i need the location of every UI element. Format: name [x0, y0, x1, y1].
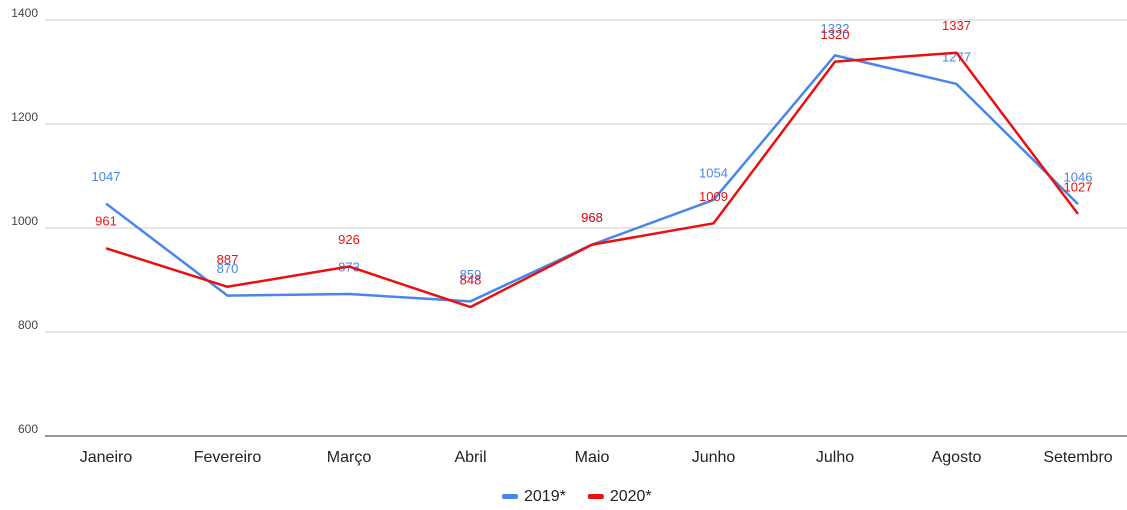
data-label: 968: [581, 210, 603, 225]
y-tick-label: 1200: [11, 110, 38, 124]
data-label: 887: [217, 252, 239, 267]
x-tick-label: Agosto: [932, 449, 982, 466]
data-label: 1047: [92, 169, 121, 184]
data-label: 968: [581, 210, 603, 225]
data-label: 1332: [821, 21, 850, 36]
data-label: 1337: [942, 18, 971, 33]
y-tick-label: 600: [18, 422, 38, 436]
series-line: [105, 54, 1079, 303]
legend-swatch: [502, 494, 518, 499]
y-tick-label: 1400: [11, 6, 38, 20]
data-label: 1027: [1064, 179, 1093, 194]
x-tick-label: Setembro: [1043, 449, 1112, 466]
x-tick-label: Janeiro: [80, 449, 133, 466]
data-label: 1009: [699, 189, 728, 204]
y-tick-label: 800: [18, 318, 38, 332]
x-tick-label: Fevereiro: [194, 449, 262, 466]
x-tick-label: Junho: [692, 449, 736, 466]
data-label: 926: [338, 232, 360, 247]
legend-label: 2020*: [610, 488, 652, 505]
legend-label: 2019*: [524, 488, 566, 505]
data-label: 1054: [699, 165, 728, 180]
data-label: 870: [217, 261, 239, 276]
data-label: 859: [460, 267, 482, 282]
y-tick-label: 1000: [11, 214, 38, 228]
legend-swatch: [587, 494, 604, 499]
x-tick-label: Abril: [454, 449, 486, 466]
x-tick-label: Julho: [816, 449, 854, 466]
series-line: [105, 51, 1079, 309]
data-label: 848: [460, 272, 482, 287]
data-label: 1046: [1064, 170, 1093, 185]
x-tick-label: Maio: [575, 449, 610, 466]
data-label: 1320: [821, 27, 850, 42]
x-tick-label: Março: [327, 449, 372, 466]
data-label: 961: [95, 214, 117, 229]
